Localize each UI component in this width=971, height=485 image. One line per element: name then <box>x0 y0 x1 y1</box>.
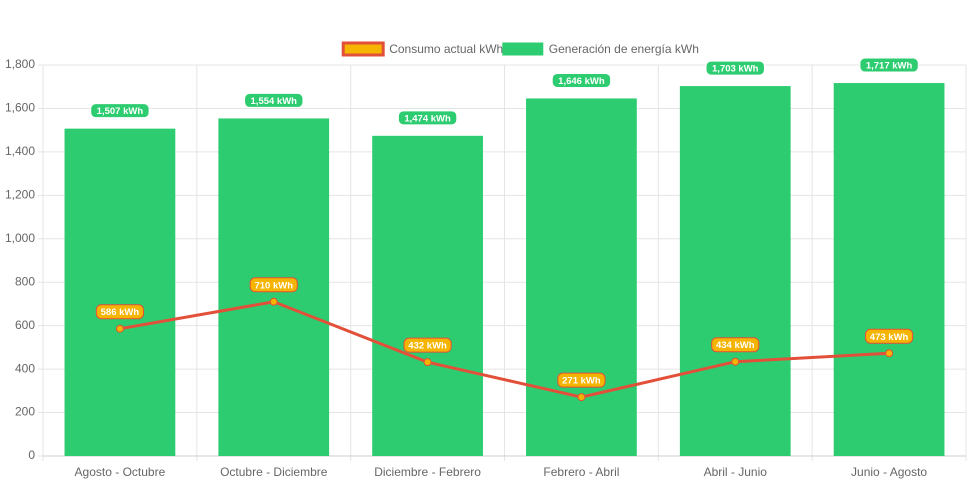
y-tick-label: 400 <box>15 361 35 375</box>
y-tick-label: 1,000 <box>5 231 35 245</box>
x-tick-label: Junio - Agosto <box>851 465 927 479</box>
y-tick-label: 1,400 <box>5 144 35 158</box>
value-label-bg <box>95 304 145 320</box>
value-label: 271 kWh <box>562 376 601 387</box>
value-label-bg <box>864 328 914 344</box>
value-label-bg <box>551 72 612 88</box>
value-label: 1,646 kWh <box>558 76 605 87</box>
bar <box>64 128 176 456</box>
value-label: 473 kWh <box>870 332 909 343</box>
value-label-bg <box>711 337 760 353</box>
value-label-bg <box>244 92 304 108</box>
line <box>119 300 890 399</box>
value-label-bg <box>249 277 298 293</box>
value-label: 1,474 kWh <box>404 113 451 124</box>
value-label: 432 kWh <box>408 341 447 352</box>
point <box>269 297 278 306</box>
value-label: 1,703 kWh <box>712 64 759 75</box>
value-label-bg <box>403 337 452 353</box>
legend-swatch <box>502 42 544 56</box>
point <box>577 393 586 402</box>
value-label: 1,717 kWh <box>866 61 913 72</box>
bar <box>833 83 945 456</box>
value-label: 1,507 kWh <box>97 106 144 117</box>
bar <box>679 86 791 456</box>
point <box>423 358 432 367</box>
bar <box>372 135 483 456</box>
value-label: 434 kWh <box>716 340 755 351</box>
legend-label: Generación de energía kWh <box>549 42 699 56</box>
value-label-bg <box>397 110 458 126</box>
y-tick-label: 1,800 <box>5 57 35 71</box>
x-tick-label: Abril - Junio <box>704 465 768 479</box>
legend-label: Consumo actual kWh <box>389 42 503 56</box>
bar <box>526 98 637 457</box>
y-tick-label: 1,600 <box>5 101 35 115</box>
x-tick-label: Diciembre - Febrero <box>374 465 481 479</box>
point <box>885 349 894 358</box>
y-tick-label: 0 <box>28 448 35 462</box>
y-tick-label: 600 <box>15 318 35 332</box>
y-tick-label: 800 <box>15 274 35 288</box>
x-tick-label: Febrero - Abril <box>543 465 619 479</box>
value-label-bg <box>859 57 919 73</box>
value-label: 710 kWh <box>254 280 293 291</box>
legend-swatch <box>341 41 385 57</box>
x-tick-label: Octubre - Diciembre <box>220 465 328 479</box>
point <box>731 357 740 366</box>
value-label-bg <box>705 60 765 76</box>
y-tick-label: 200 <box>15 405 35 419</box>
point <box>115 324 124 333</box>
value-label: 1,554 kWh <box>251 96 298 107</box>
y-tick-label: 1,200 <box>5 188 35 202</box>
value-label-bg <box>557 372 606 388</box>
x-tick-label: Agosto - Octubre <box>75 465 166 479</box>
value-label: 586 kWh <box>101 307 140 318</box>
value-label-bg <box>90 103 150 119</box>
